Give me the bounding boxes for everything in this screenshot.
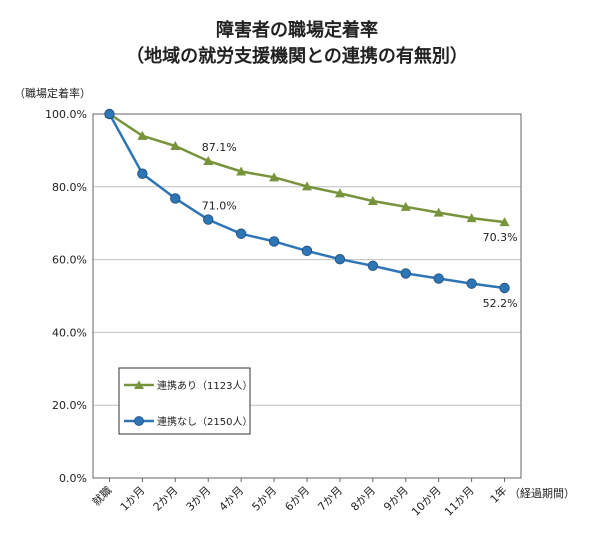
data-point-series-2	[466, 278, 477, 289]
x-tick-label: 7か月	[315, 484, 345, 514]
data-label: 87.1%	[202, 141, 237, 154]
y-tick-label: 80.0%	[52, 181, 87, 194]
data-point-series-1	[302, 181, 312, 191]
data-point-series-1	[203, 155, 214, 165]
data-label: 70.3%	[483, 231, 518, 244]
y-axis-ticks: 0.0% 20.0% 40.0% 60.0% 80.0% 100.0%	[45, 108, 87, 485]
data-point-series-1	[269, 172, 280, 182]
data-point-series-2	[400, 268, 411, 279]
x-tick-label: 4か月	[217, 484, 247, 514]
data-point-series-1	[236, 166, 247, 176]
data-point-series-1	[433, 207, 444, 217]
x-tick-label: 3か月	[184, 484, 214, 514]
data-point-series-2	[203, 214, 214, 225]
x-tick-label: 就職	[89, 483, 114, 508]
data-point-series-2	[433, 273, 444, 284]
data-point-series-1	[137, 130, 148, 140]
data-point-series-2	[499, 282, 510, 294]
y-tick-label: 0.0%	[59, 472, 87, 485]
y-tick-label: 40.0%	[52, 326, 87, 339]
data-point-series-1	[466, 213, 477, 223]
data-point-series-2	[367, 260, 379, 271]
x-tick-label: 9か月	[381, 484, 411, 514]
chart-subtitle: （地域の就労支援機関との連携の有無別）	[126, 45, 468, 67]
series-line-2	[108, 113, 505, 290]
series-group	[104, 108, 510, 294]
y-tick-label: 20.0%	[52, 399, 87, 412]
data-point-series-2	[301, 245, 313, 257]
legend-marker-series-2	[134, 416, 144, 426]
y-axis-label: （職場定着率）	[14, 86, 91, 100]
data-label: 52.2%	[483, 297, 518, 310]
data-point-series-1	[367, 195, 378, 205]
series-line-1	[108, 112, 505, 224]
data-point-series-1	[334, 188, 345, 198]
x-tick-label: 11か月	[442, 484, 477, 519]
data-point-series-1	[499, 217, 510, 227]
data-point-series-1	[170, 141, 181, 151]
x-tick-label: 10か月	[409, 484, 444, 519]
x-tick-label: 1年	[487, 483, 510, 506]
data-point-series-2	[334, 254, 346, 265]
x-tick-label: 5か月	[249, 484, 279, 514]
legend-marker-series-1	[134, 380, 144, 389]
data-point-series-2	[104, 108, 115, 120]
y-tick-label: 100.0%	[45, 108, 87, 121]
data-point-series-2	[268, 236, 280, 247]
data-point-series-2	[235, 228, 247, 239]
data-labels: 87.1% 71.0% 70.3% 52.2%	[202, 141, 518, 310]
data-point-series-1	[400, 201, 411, 211]
x-tick-label: 6か月	[282, 484, 312, 514]
y-tick-label: 60.0%	[52, 254, 87, 267]
data-point-series-2	[170, 193, 181, 204]
x-tick-label: 1か月	[118, 484, 148, 514]
chart-title: 障害者の職場定着率	[216, 19, 378, 41]
legend-label-series-1: 連携あり（1123人）	[157, 379, 252, 392]
legend-label-series-2: 連携なし（2150人）	[157, 415, 252, 428]
x-tick-label: 2か月	[151, 484, 181, 514]
x-tick-label: 8か月	[348, 484, 378, 514]
data-point-series-2	[137, 168, 148, 179]
x-axis-label: （経過期間）	[509, 487, 575, 500]
data-label: 71.0%	[202, 200, 237, 213]
legend: 連携あり（1123人） 連携なし（2150人）	[118, 367, 252, 435]
